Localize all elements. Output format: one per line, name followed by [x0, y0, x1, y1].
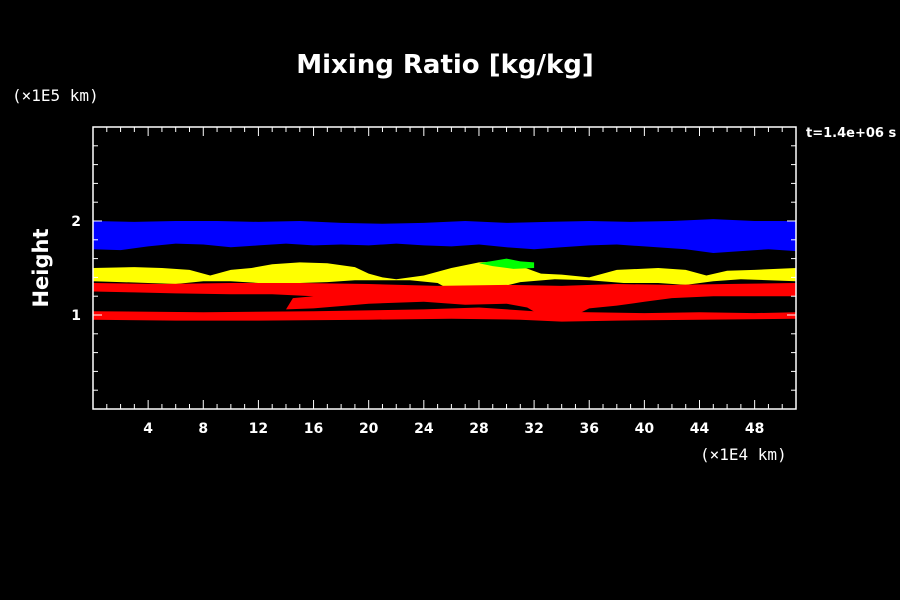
x-tick-label: 20	[359, 421, 379, 437]
x-tick-label: 8	[198, 421, 208, 437]
y-unit-label: (×1E5 km)	[12, 86, 99, 105]
x-tick-label: 36	[579, 421, 598, 437]
x-tick-label: 24	[414, 421, 434, 437]
x-tick-label: 44	[690, 421, 710, 437]
y-axis-label: Height	[29, 228, 53, 307]
x-tick-label: 40	[635, 421, 655, 437]
field-region-yellow	[93, 261, 796, 293]
time-label: t=1.4e+06 s	[806, 126, 896, 141]
field-region-green	[479, 258, 535, 269]
x-tick-label: 4	[143, 421, 153, 437]
field-region-red-upper	[93, 283, 796, 320]
y-tick-label: 2	[71, 214, 81, 230]
field-region-blue	[93, 219, 796, 253]
mixing-ratio-field	[93, 219, 796, 322]
y-tick-label: 1	[71, 308, 81, 324]
chart-title: Mixing Ratio [kg/kg]	[296, 50, 594, 80]
x-tick-label: 16	[304, 421, 323, 437]
x-tick-label: 48	[745, 421, 764, 437]
field-region-red-lower	[93, 307, 796, 322]
x-tick-label: 28	[469, 421, 488, 437]
x-unit-label: (×1E4 km)	[700, 445, 787, 464]
x-tick-label: 32	[524, 421, 543, 437]
x-tick-label: 12	[249, 421, 268, 437]
plot-frame	[92, 126, 797, 410]
